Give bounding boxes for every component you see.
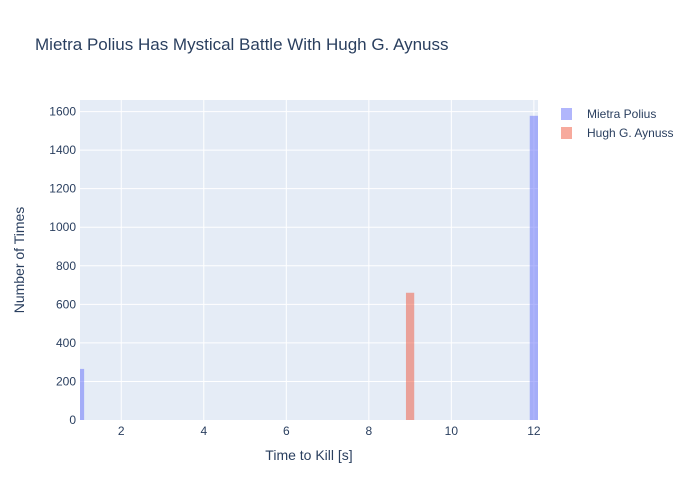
bar[interactable] xyxy=(80,368,85,420)
x-tick-label: 10 xyxy=(445,424,459,438)
bar[interactable] xyxy=(405,292,415,420)
legend[interactable]: Mietra Polius Hugh G. Aynuss xyxy=(561,107,674,140)
legend-label[interactable]: Mietra Polius xyxy=(587,107,656,121)
legend-label[interactable]: Hugh G. Aynuss xyxy=(587,126,674,140)
y-axis-ticks: 0 200 400 600 800 1000 1200 1400 1600 xyxy=(49,105,76,427)
x-axis-title: Time to Kill [s] xyxy=(265,447,352,463)
chart-title: Mietra Polius Has Mystical Battle With H… xyxy=(35,35,449,54)
bar[interactable] xyxy=(529,115,538,421)
y-tick-label: 0 xyxy=(69,413,76,427)
y-tick-label: 1000 xyxy=(49,220,76,234)
plot-background xyxy=(80,100,538,420)
x-tick-label: 8 xyxy=(365,424,372,438)
x-tick-label: 12 xyxy=(527,424,541,438)
y-tick-label: 200 xyxy=(56,374,76,388)
x-tick-label: 2 xyxy=(118,424,125,438)
x-tick-label: 4 xyxy=(200,424,207,438)
y-tick-label: 1400 xyxy=(49,143,76,157)
x-tick-label: 6 xyxy=(283,424,290,438)
y-tick-label: 600 xyxy=(56,297,76,311)
y-tick-label: 1600 xyxy=(49,105,76,119)
legend-swatch[interactable] xyxy=(561,127,572,139)
y-tick-label: 1200 xyxy=(49,182,76,196)
bars xyxy=(80,115,538,421)
legend-swatch[interactable] xyxy=(561,108,572,120)
x-axis-ticks: 2 4 6 8 10 12 xyxy=(118,424,541,438)
y-tick-label: 400 xyxy=(56,336,76,350)
y-axis-title: Number of Times xyxy=(11,207,27,314)
y-tick-label: 800 xyxy=(56,259,76,273)
